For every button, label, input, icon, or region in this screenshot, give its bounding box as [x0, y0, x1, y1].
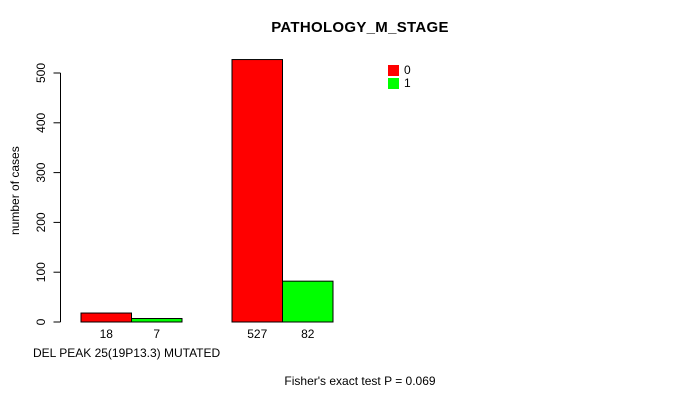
bar-value-label: 527 [247, 327, 267, 341]
x-axis-label: DEL PEAK 25(19P13.3) MUTATED [33, 346, 221, 360]
legend-swatch-green [388, 78, 399, 89]
bar-value-label: 82 [301, 327, 315, 341]
y-tick-label: 0 [34, 318, 48, 325]
legend-item-1: 1 [388, 77, 411, 90]
chart-title: PATHOLOGY_M_STAGE [271, 19, 449, 36]
legend-item-0: 0 [388, 64, 411, 77]
bar-series1-group2 [282, 280, 334, 323]
legend-label-0: 0 [404, 63, 411, 77]
bar-value-label: 7 [153, 327, 160, 341]
bar-series0-group2 [231, 59, 283, 323]
bar-value-label: 18 [100, 327, 114, 341]
y-tick-label: 200 [34, 212, 48, 232]
y-tick-label: 400 [34, 112, 48, 132]
legend: 0 1 [388, 64, 411, 90]
y-tick-label: 300 [34, 162, 48, 182]
bar-series1-group1 [131, 318, 183, 323]
bar-series0-group1 [80, 312, 132, 323]
y-tick-label: 500 [34, 63, 48, 83]
legend-label-1: 1 [404, 76, 411, 90]
y-tick-label: 100 [34, 262, 48, 282]
fisher-test-annotation: Fisher's exact test P = 0.069 [284, 374, 436, 388]
legend-swatch-red [388, 65, 399, 76]
